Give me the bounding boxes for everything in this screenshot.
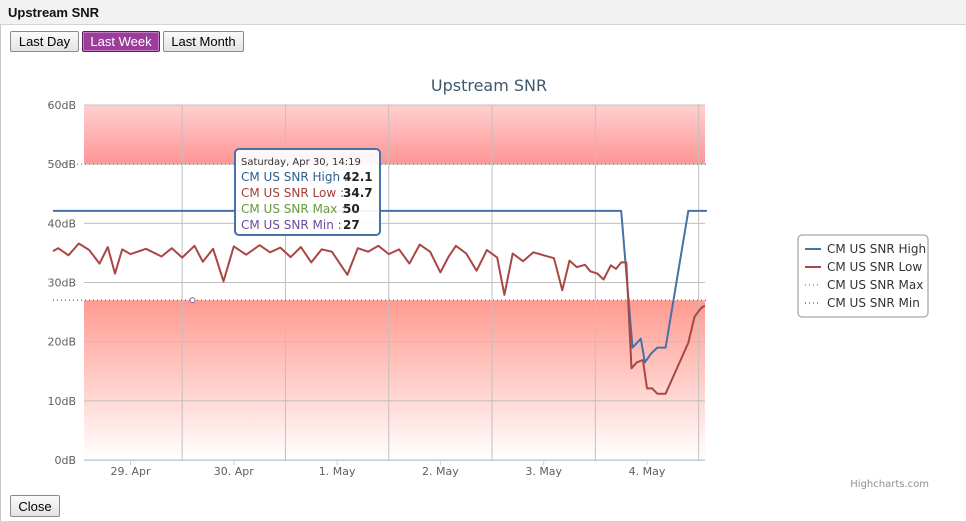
tooltip-value: 27 [343, 218, 360, 232]
legend-box [797, 234, 929, 318]
hover-marker [189, 297, 196, 304]
series-line-cm-us-snr-high [53, 209, 707, 364]
legend-item-label[interactable]: CM US SNR Min [827, 296, 920, 310]
dialog-title: Upstream SNR [8, 5, 100, 20]
y-tick-label: 50dB [47, 158, 76, 171]
tooltip-header: Saturday, Apr 30, 14:19 [241, 157, 361, 168]
x-tick-label: 4. May [629, 465, 666, 478]
x-tick-label: 1. May [319, 465, 356, 478]
y-tick-label: 30dB [47, 277, 76, 290]
chart-legend[interactable]: CM US SNR High CM US SNR Low CM US SNR Max… [797, 234, 929, 318]
y-tick-label: 40dB [47, 217, 76, 230]
y-tick-label: 0dB [54, 454, 76, 467]
x-tick-label: 30. Apr [214, 465, 254, 478]
last-day-button[interactable]: Last Day [10, 31, 79, 52]
series-line-cm-us-snr-low [52, 242, 706, 395]
y-tick-label: 20dB [47, 336, 76, 349]
legend-item-label[interactable]: CM US SNR High [827, 242, 926, 256]
last-month-button[interactable]: Last Month [163, 31, 244, 52]
tooltip-value: 42.1 [343, 170, 373, 184]
dialog-titlebar: Upstream SNR [0, 0, 966, 25]
tooltip-label: CM US SNR Min : [241, 218, 342, 232]
tooltip-label: CM US SNR High : [241, 170, 348, 184]
chart-title: Upstream SNR [431, 76, 547, 95]
chart-tooltip: Saturday, Apr 30, 14:19 CM US SNR High :… [234, 148, 381, 236]
tooltip-box [234, 148, 381, 236]
dialog-left-border [0, 24, 1, 521]
plot-band-0 [84, 105, 705, 165]
x-tick-label: 2. May [422, 465, 459, 478]
legend-item-label[interactable]: CM US SNR Max [827, 278, 923, 292]
x-tick-label: 3. May [525, 465, 562, 478]
legend-item-label[interactable]: CM US SNR Low [827, 260, 922, 274]
y-tick-label: 10dB [47, 395, 76, 408]
chart-credits[interactable]: Highcharts.com [850, 479, 929, 490]
close-button[interactable]: Close [10, 495, 60, 517]
last-week-button[interactable]: Last Week [82, 31, 160, 52]
tooltip-label: CM US SNR Max : [241, 202, 345, 216]
tooltip-label: CM US SNR Low : [241, 186, 344, 200]
x-tick-label: 29. Apr [110, 465, 150, 478]
plot-band-1 [84, 300, 705, 460]
tooltip-value: 34.7 [343, 186, 373, 200]
y-tick-label: 60dB [47, 99, 76, 112]
tooltip-value: 50 [343, 202, 360, 216]
